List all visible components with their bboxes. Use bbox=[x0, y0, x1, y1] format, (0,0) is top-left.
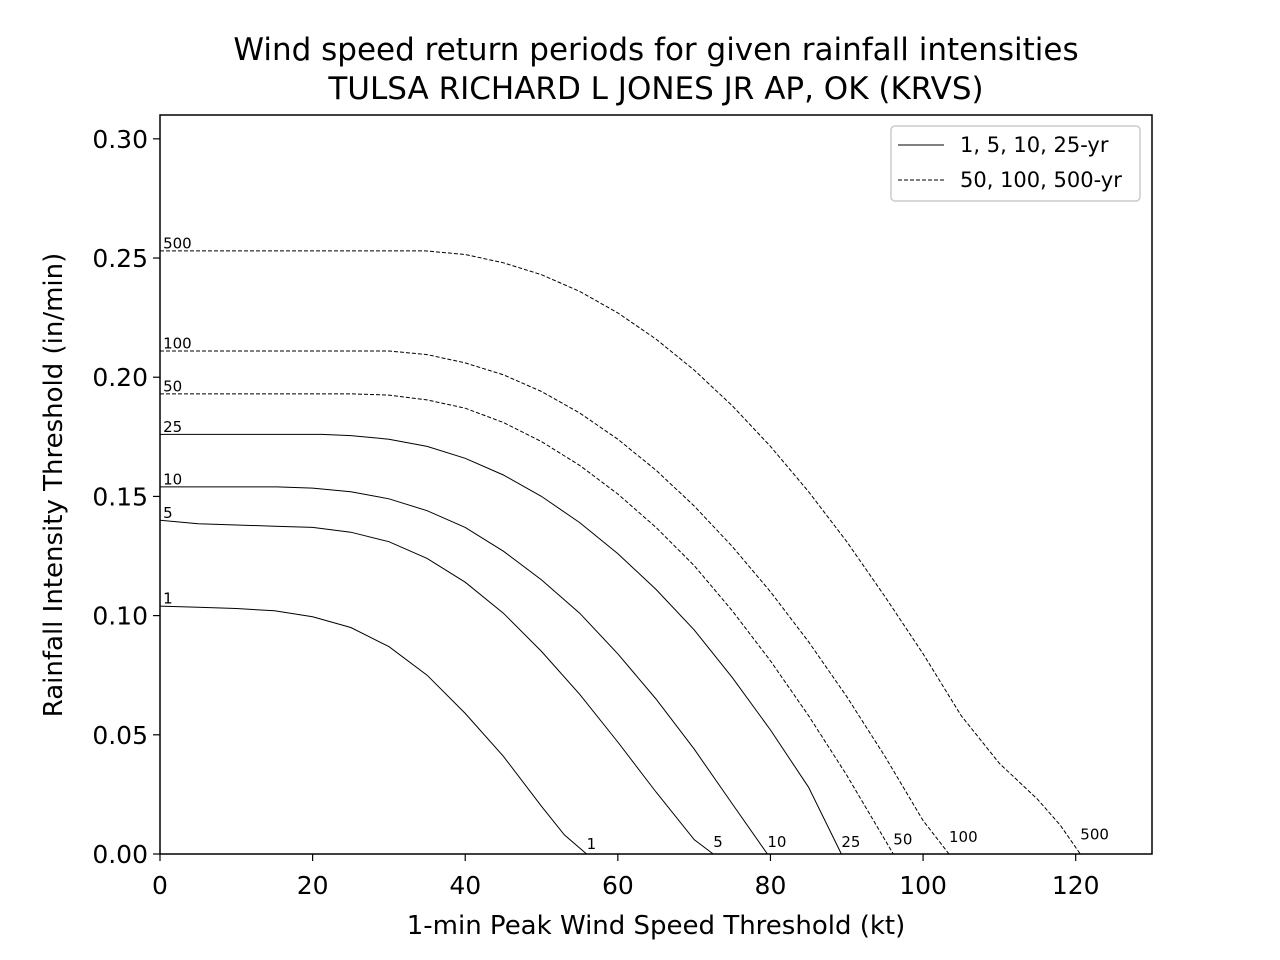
curve-end-label-500: 500 bbox=[1080, 826, 1109, 844]
x-axis: 0 20 40 60 80 100 120 bbox=[152, 854, 1100, 900]
x-tick-label: 80 bbox=[755, 871, 787, 900]
curve-start-label-100: 100 bbox=[163, 335, 192, 353]
x-tick-label: 40 bbox=[449, 871, 481, 900]
y-axis-label: Rainfall Intensity Threshold (in/min) bbox=[39, 253, 69, 718]
curve-start-label-5: 5 bbox=[163, 504, 173, 522]
x-tick-label: 100 bbox=[899, 871, 947, 900]
curve-start-label-500: 500 bbox=[163, 235, 192, 253]
x-axis-label: 1-min Peak Wind Speed Threshold (kt) bbox=[407, 911, 906, 941]
legend-label-dashed: 50, 100, 500-yr bbox=[960, 168, 1122, 192]
y-tick-label: 0.10 bbox=[92, 602, 148, 631]
series-line-10 bbox=[160, 486, 768, 855]
plot-area: 1 5 10 25 50 100 500 1 5 10 25 50 100 500 bbox=[159, 235, 1109, 855]
legend: 1, 5, 10, 25-yr 50, 100, 500-yr bbox=[890, 125, 1141, 202]
series-line-50 bbox=[160, 393, 894, 855]
series-line-1 bbox=[159, 605, 587, 855]
series-line-5 bbox=[159, 519, 714, 855]
curve-end-label-5: 5 bbox=[713, 833, 723, 851]
curve-start-label-10: 10 bbox=[163, 471, 182, 489]
curve-start-label-1: 1 bbox=[163, 590, 173, 608]
series-line-25 bbox=[160, 433, 842, 855]
curve-end-label-10: 10 bbox=[767, 833, 786, 851]
legend-box bbox=[890, 125, 1141, 202]
x-tick-label: 120 bbox=[1052, 871, 1100, 900]
plot-frame bbox=[159, 114, 1153, 855]
legend-label-solid: 1, 5, 10, 25-yr bbox=[960, 133, 1109, 157]
y-tick-label: 0.15 bbox=[92, 482, 148, 511]
curve-end-label-50: 50 bbox=[893, 831, 912, 849]
curve-end-label-25: 25 bbox=[841, 833, 860, 851]
x-tick-label: 60 bbox=[602, 871, 634, 900]
curve-end-label-100: 100 bbox=[949, 828, 978, 846]
y-axis: 0.00 0.05 0.10 0.15 0.20 0.25 0.30 bbox=[92, 125, 160, 869]
chart-title: Wind speed return periods for given rain… bbox=[233, 32, 1078, 68]
y-tick-label: 0.25 bbox=[92, 244, 148, 273]
y-tick-label: 0.05 bbox=[92, 721, 148, 750]
y-tick-label: 0.30 bbox=[92, 125, 148, 154]
chart-subtitle: TULSA RICHARD L JONES JR AP, OK (KRVS) bbox=[327, 71, 983, 107]
y-tick-label: 0.20 bbox=[92, 363, 148, 392]
y-tick-label: 0.00 bbox=[92, 840, 148, 869]
series-line-500 bbox=[160, 250, 1081, 855]
x-tick-label: 0 bbox=[152, 871, 168, 900]
series-line-100 bbox=[160, 350, 950, 855]
curve-start-label-50: 50 bbox=[163, 378, 182, 396]
curve-start-label-25: 25 bbox=[163, 418, 182, 436]
curve-end-label-1: 1 bbox=[587, 835, 597, 853]
x-tick-label: 20 bbox=[297, 871, 329, 900]
